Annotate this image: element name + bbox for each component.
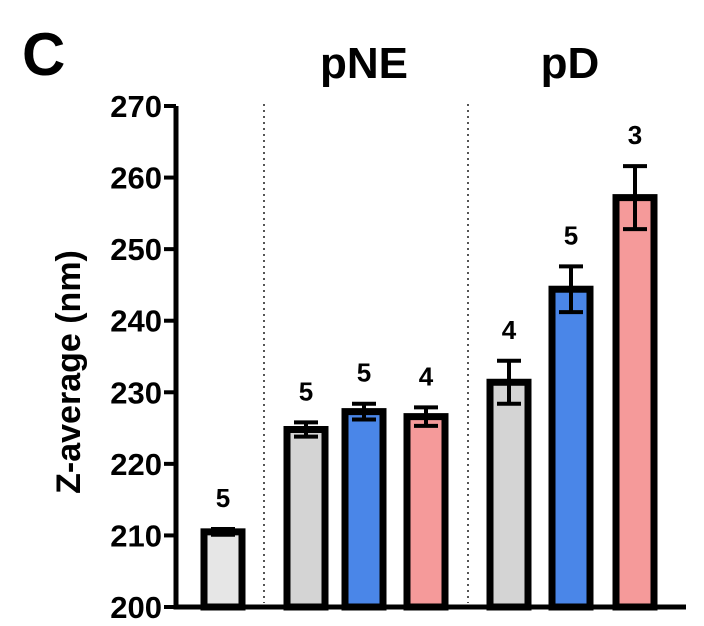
group-separators: [263, 104, 469, 603]
sample-size-label: 5: [216, 483, 230, 513]
group-label: pD: [541, 39, 600, 88]
y-tick-label: 200: [110, 590, 162, 625]
y-tick-label: 230: [110, 375, 162, 410]
bar: [283, 426, 329, 611]
bars: 5 5 5 4 4 5 3: [200, 120, 658, 611]
sample-size-label: 3: [628, 120, 642, 150]
sample-size-label: 5: [299, 376, 313, 406]
bar: [486, 378, 532, 611]
bar: [548, 285, 594, 611]
y-tick-label: 270: [110, 89, 162, 124]
y-axis-label: Z-average (nm): [50, 250, 88, 494]
bar: [612, 194, 658, 611]
y-tick-label: 220: [110, 447, 162, 482]
group-label: pNE: [320, 39, 408, 88]
y-tick-label: 240: [110, 304, 162, 339]
y-tick-label: 260: [110, 161, 162, 196]
axes: 200 210 220 230 240 250 260 270: [110, 89, 686, 625]
y-tick-label: 250: [110, 232, 162, 267]
panel-label: C: [22, 21, 65, 88]
group-labels: pNE pD: [320, 39, 599, 88]
bar: [200, 528, 246, 611]
bar: [341, 408, 387, 611]
sample-size-label: 5: [357, 358, 371, 388]
sample-size-label: 4: [502, 315, 517, 345]
bar: [403, 413, 449, 611]
sample-size-label: 5: [564, 220, 578, 250]
y-tick-label: 210: [110, 518, 162, 553]
sample-size-label: 4: [419, 361, 434, 391]
